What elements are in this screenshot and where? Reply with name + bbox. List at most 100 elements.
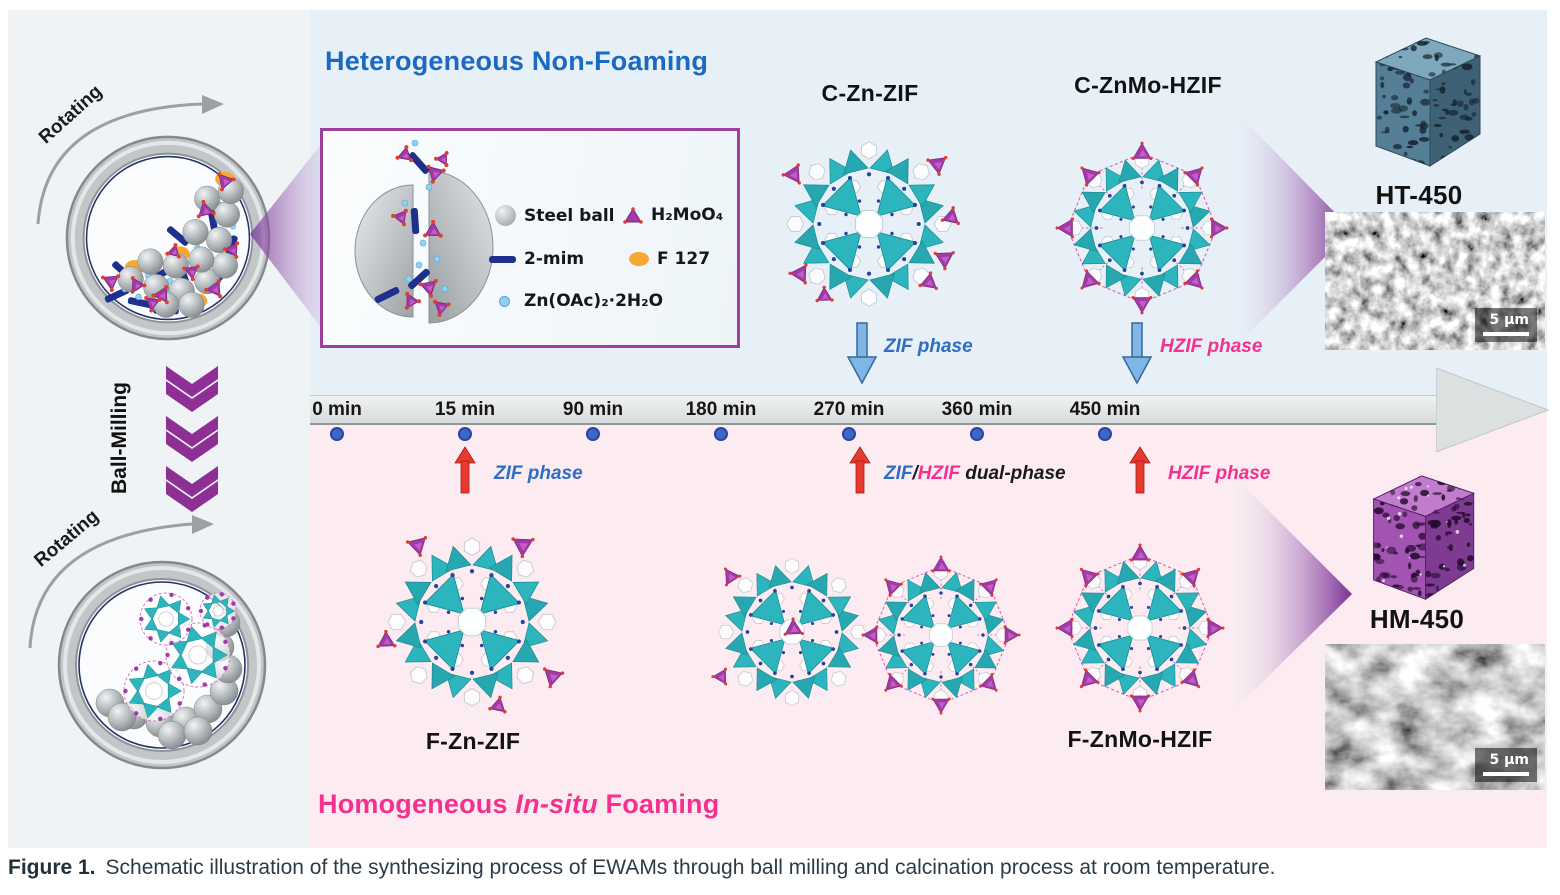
hzif-cage-dual-right <box>860 554 1022 716</box>
label-c-znmo-hzif: C-ZnMo-HZIF <box>1058 72 1238 99</box>
timeline-tick-180min: 180 min <box>673 395 769 425</box>
ball-mill-jar-top <box>62 132 274 344</box>
legend-item-f127: F 127 <box>629 249 710 269</box>
down-arrow-icon <box>846 322 878 385</box>
scale-bar-line <box>1483 332 1529 336</box>
bottom-section-title: Homogeneous In-situ Foaming <box>318 789 719 820</box>
hzif-cage-c-znmo-hzif <box>1054 140 1230 316</box>
timeline-dot <box>458 427 472 441</box>
rotating-arrow-icon <box>28 515 214 649</box>
up-arrow-icon <box>849 446 871 494</box>
calcination-beam-bottom <box>1236 478 1352 708</box>
dual-zif-text: ZIF <box>884 463 913 484</box>
rotating-arrow-icon <box>36 95 224 225</box>
timeline-tick-270min: 270 min <box>801 395 897 425</box>
timeline-arrowhead-icon <box>1436 367 1550 453</box>
scale-bar-ht450: 5 μm <box>1475 308 1537 342</box>
dual-slash-text: / <box>912 463 918 484</box>
legend-label: H₂MoO₄ <box>651 205 724 225</box>
bottom-zif-phase-label: ZIF phase <box>494 463 583 485</box>
phase-text: HZIF phase <box>1168 463 1271 484</box>
tick-text: 15 min <box>434 399 496 420</box>
dual-phase-label: ZIF/HZIF dual-phase <box>884 463 1066 485</box>
down-arrow-icon <box>1121 322 1153 385</box>
dual-hzif-text: HZIF <box>917 463 960 484</box>
legend-label: F 127 <box>657 249 711 269</box>
figure-caption: Figure 1. Schematic illustration of the s… <box>8 856 1275 880</box>
phase-text: ZIF phase <box>884 336 973 357</box>
label-text: HM-450 <box>1369 604 1465 634</box>
label-f-zn-zif: F-Zn-ZIF <box>398 728 548 755</box>
timeline-dot <box>714 427 728 441</box>
tick-text: 360 min <box>941 399 1013 420</box>
tick-text: 180 min <box>685 399 757 420</box>
legend-label: Zn(OAc)₂·2H₂O <box>524 291 664 311</box>
up-arrow-icon <box>454 446 476 494</box>
legend-item-steel-ball: Steel ball <box>495 205 614 226</box>
timeline-tick-15min: 15 min <box>417 395 513 425</box>
timeline-dot <box>586 427 600 441</box>
caption-label: Figure 1. <box>8 856 96 879</box>
scale-bar-hm450: 5 μm <box>1475 748 1537 782</box>
chevron-down-icon <box>166 366 218 512</box>
legend-label: Steel ball <box>524 205 615 226</box>
zif-cage-c-zn-zif <box>773 128 965 320</box>
zif-cage-dual-left <box>706 546 878 718</box>
colliding-steel-balls-art <box>354 139 494 324</box>
tick-text: 90 min <box>562 399 624 420</box>
bottom-hzif-phase-label: HZIF phase <box>1168 463 1270 485</box>
label-text: F-ZnMo-HZIF <box>1067 726 1213 752</box>
bottom-title-suffix: Foaming <box>597 789 720 819</box>
legend-item-zn-acetate: Zn(OAc)₂·2H₂O <box>493 291 663 311</box>
timeline-dot <box>1098 427 1112 441</box>
up-arrow-icon <box>1129 446 1151 494</box>
sem-image-hm450: 5 μm <box>1325 644 1545 790</box>
zoom-beam-left <box>250 138 326 334</box>
timeline-dot <box>330 427 344 441</box>
timeline-tick-360min: 360 min <box>929 395 1025 425</box>
timeline-tick-450min: 450 min <box>1057 395 1153 425</box>
dual-rest-text: dual-phase <box>960 463 1066 484</box>
steel-ball-icon <box>495 205 516 226</box>
scale-bar-text: 5 μm <box>1489 312 1529 328</box>
f127-icon <box>629 252 649 266</box>
label-text: HT-450 <box>1375 180 1463 210</box>
legend-item-2mim: 2-mim <box>489 249 584 269</box>
porous-cube-hm450 <box>1344 474 1484 604</box>
label-text: F-Zn-ZIF <box>425 728 521 754</box>
label-c-zn-zif: C-Zn-ZIF <box>795 80 945 107</box>
bottom-title-prefix: Homogeneous <box>318 789 516 819</box>
tick-text: 0 min <box>312 399 362 420</box>
label-ht450: HT-450 <box>1358 180 1480 211</box>
label-f-znmo-hzif: F-ZnMo-HZIF <box>1050 726 1230 753</box>
legend-label: 2-mim <box>524 249 585 269</box>
tick-text: 270 min <box>813 399 885 420</box>
timeline-tick-90min: 90 min <box>545 395 641 425</box>
top-zif-phase-label: ZIF phase <box>884 336 973 358</box>
ball-milling-inset-box: Steel ball H₂MoO₄ 2-mim F 127 Zn(OAc)₂·2… <box>320 128 740 348</box>
top-section-title-text: Heterogeneous Non-Foaming <box>325 46 709 76</box>
ball-milling-label: Ball-Milling <box>108 358 136 518</box>
scale-bar-text: 5 μm <box>1489 752 1529 768</box>
h2moo4-icon <box>623 206 643 224</box>
ball-milling-text: Ball-Milling <box>108 382 131 494</box>
timeline-tick-0min: 0 min <box>289 395 385 425</box>
timeline-dot <box>970 427 984 441</box>
tick-text: 450 min <box>1069 399 1141 420</box>
calcination-beam-top <box>1236 112 1352 346</box>
timeline-band <box>310 395 1438 425</box>
timeline-dot <box>842 427 856 441</box>
scale-bar-line <box>1483 772 1529 776</box>
porous-cube-ht450 <box>1348 36 1488 171</box>
caption-text: Schematic illustration of the synthesizi… <box>105 856 1276 879</box>
zif-cage-f-zn-zif <box>374 524 570 720</box>
ball-mill-jar-bottom <box>54 557 270 773</box>
label-text: C-ZnMo-HZIF <box>1074 72 1222 98</box>
label-text: C-Zn-ZIF <box>821 80 919 106</box>
label-hm450: HM-450 <box>1356 604 1478 635</box>
phase-text: ZIF phase <box>494 463 583 484</box>
zn-acetate-icon <box>499 295 510 307</box>
hzif-cage-f-znmo-hzif <box>1054 542 1226 714</box>
mim-bar-icon <box>489 255 516 263</box>
